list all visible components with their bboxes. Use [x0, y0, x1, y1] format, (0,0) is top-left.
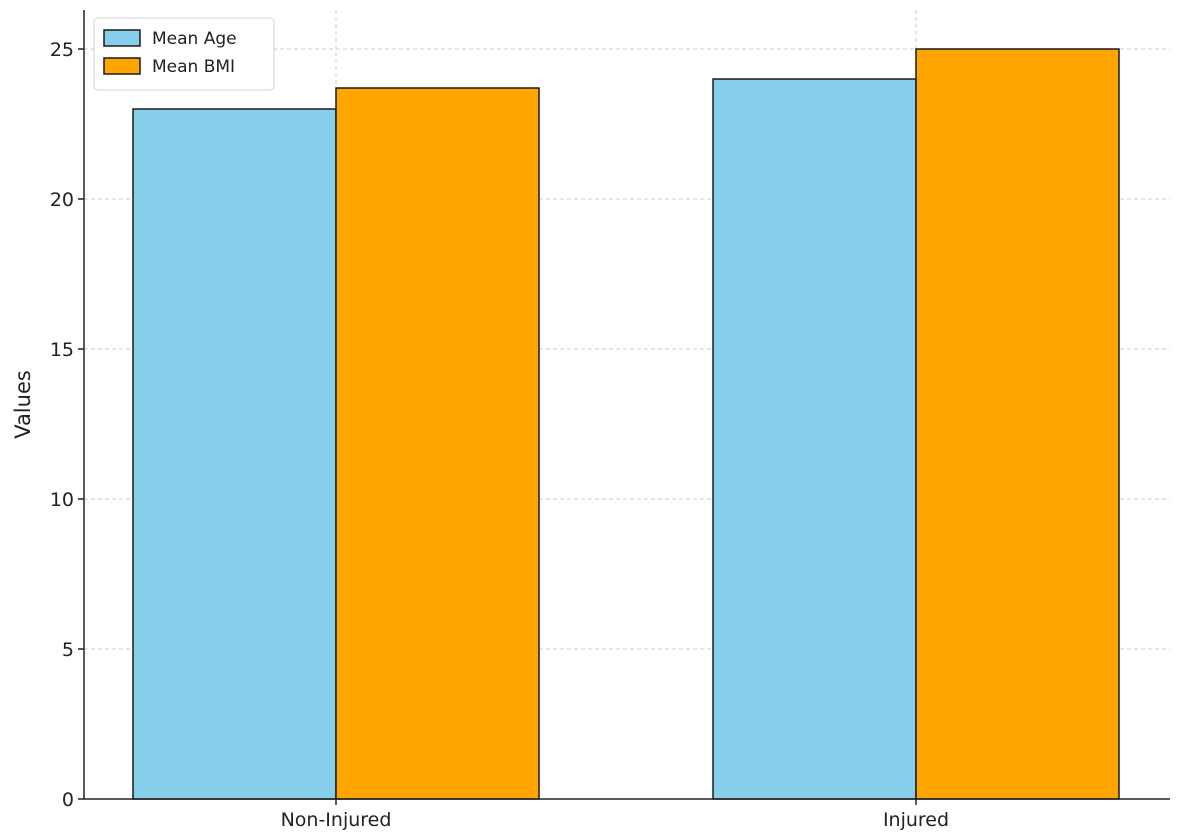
y-tick-label: 20: [50, 189, 74, 211]
x-tick-label: Injured: [883, 809, 949, 831]
y-tick-label: 10: [50, 489, 74, 511]
legend-label: Mean Age: [152, 29, 237, 49]
bars: [132, 48, 1120, 800]
x-tick-label: Non-Injured: [281, 809, 392, 831]
bar-mean-bmi-injured: [915, 48, 1120, 800]
x-ticks: Non-Injured Injured: [281, 799, 949, 831]
y-tick-label: 0: [62, 789, 74, 811]
legend-swatch: [103, 57, 141, 75]
bar-mean-age-injured: [712, 78, 917, 800]
axes: [83, 10, 1170, 800]
y-tick-label: 25: [50, 39, 74, 61]
legend: Mean Age Mean BMI: [93, 17, 275, 91]
bar-mean-bmi-non-injured: [335, 87, 540, 800]
y-tick-label: 15: [50, 339, 74, 361]
legend-label: Mean BMI: [152, 57, 235, 77]
y-ticks: 0 5 10 15 20 25: [50, 39, 84, 811]
y-tick-label: 5: [62, 639, 74, 661]
y-axis-title: Values: [11, 370, 35, 439]
bar-mean-age-non-injured: [132, 108, 337, 800]
legend-swatch: [103, 29, 141, 47]
